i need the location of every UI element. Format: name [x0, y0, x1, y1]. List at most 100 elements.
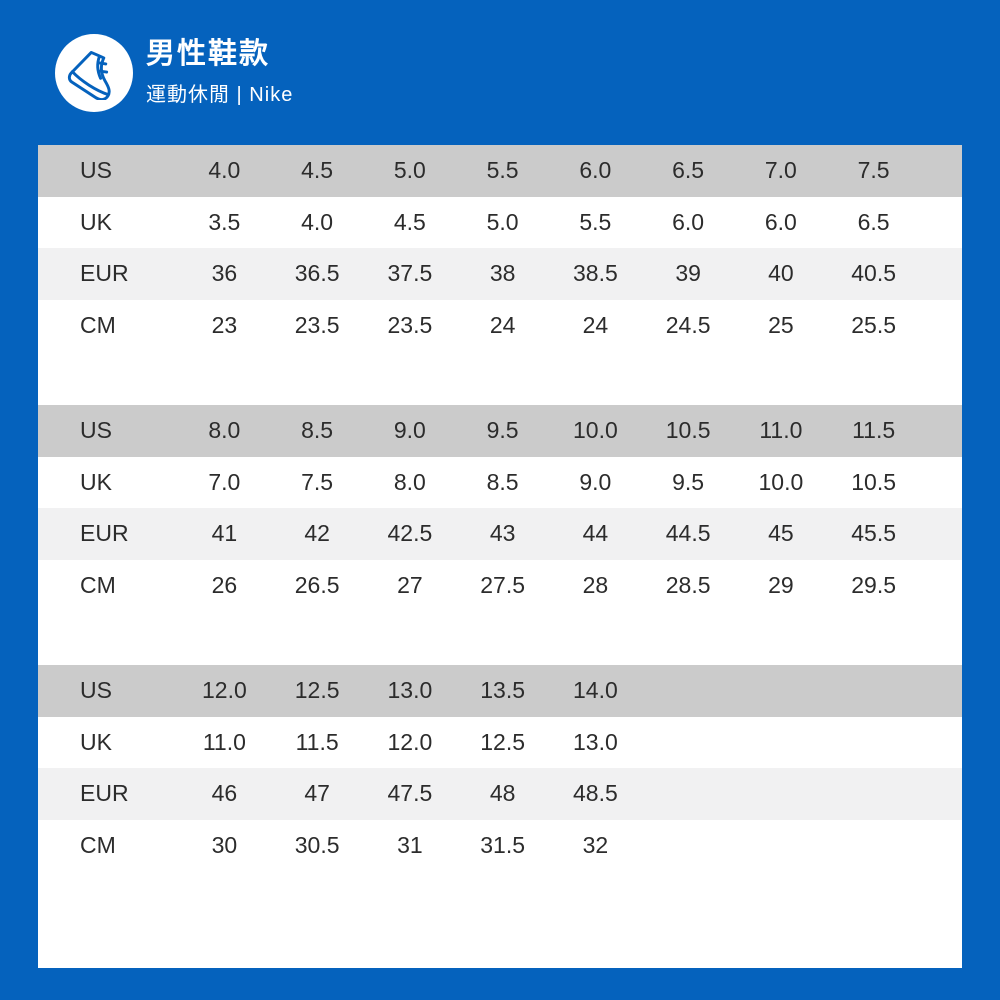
- row-label: US: [80, 417, 112, 444]
- row-spacer: [920, 197, 962, 249]
- size-row-us: US 12.0 12.5 13.0 13.5 14.0: [38, 665, 962, 717]
- row-label: UK: [80, 208, 112, 235]
- row-label: UK: [80, 728, 112, 755]
- size-value: [735, 665, 828, 717]
- size-value: 4.5: [301, 157, 334, 184]
- size-value: 9.0: [393, 417, 426, 444]
- size-value: [642, 717, 735, 769]
- size-value: 4.0: [208, 157, 241, 184]
- size-table-3: US 12.0 12.5 13.0 13.5 14.0 UK 11.0 11.5 12.0 12.5…: [38, 665, 962, 871]
- size-value: 47: [304, 780, 330, 807]
- size-value: 38: [489, 260, 516, 287]
- size-value: 23.5: [387, 311, 433, 338]
- size-value: 13.5: [480, 677, 525, 704]
- row-spacer: [920, 820, 962, 872]
- row-spacer: [920, 300, 962, 352]
- row-spacer: [920, 560, 962, 612]
- logo: [55, 33, 133, 112]
- size-value: 13.0: [572, 728, 618, 755]
- size-value: 44.5: [665, 520, 711, 547]
- size-value: 48: [489, 780, 516, 807]
- size-value: 4.5: [393, 208, 426, 235]
- size-value: 14.0: [572, 677, 618, 704]
- size-value: 27: [397, 571, 423, 598]
- size-value: 5.0: [393, 157, 426, 184]
- size-row-cm: CM 23 23.5 23.5 24 24 24.5 25 25.5: [38, 299, 962, 352]
- size-value: 6.5: [672, 157, 705, 184]
- size-value: 4.0: [301, 208, 334, 235]
- size-value: 10.5: [665, 417, 711, 444]
- size-value: 29.5: [851, 571, 896, 598]
- size-table-1: US 4.0 4.5 5.0 5.5 6.0 6.5 7.0 7.5 UK 3.5 4.0 4.5 5.0…: [38, 145, 962, 351]
- size-value: 9.0: [579, 468, 612, 495]
- size-value: 11.5: [295, 728, 339, 755]
- size-value: 12.0: [387, 728, 433, 755]
- size-value: 8.0: [208, 417, 241, 444]
- size-value: [642, 665, 735, 717]
- row-spacer: [920, 405, 962, 457]
- size-value: 12.0: [201, 677, 247, 704]
- row-label: CM: [80, 311, 116, 338]
- size-value: 41: [211, 520, 238, 547]
- size-value: 11.0: [759, 417, 803, 444]
- size-value: 13.0: [387, 677, 433, 704]
- size-row-eur: EUR 46 47 47.5 48 48.5: [38, 768, 962, 820]
- size-value: [642, 768, 735, 820]
- size-value: 37.5: [387, 260, 433, 287]
- row-spacer: [920, 508, 962, 560]
- page-title: 男性鞋款: [146, 38, 271, 71]
- size-value: [827, 665, 920, 717]
- size-value: 6.5: [857, 208, 890, 235]
- size-row-us: US 4.0 4.5 5.0 5.5 6.0 6.5 7.0 7.5: [38, 145, 962, 197]
- row-spacer: [920, 145, 962, 197]
- size-value: [735, 768, 828, 820]
- size-value: 5.5: [579, 208, 612, 235]
- size-value: 10.0: [572, 417, 618, 444]
- header: 男性鞋款 運動休閒 | Nike: [38, 0, 962, 145]
- row-label: EUR: [80, 260, 129, 287]
- row-label: UK: [80, 468, 112, 495]
- size-value: 11.5: [852, 417, 896, 444]
- size-value: 10.5: [851, 468, 896, 495]
- size-table-2: US 8.0 8.5 9.0 9.5 10.0 10.5 11.0 11.5 UK 7.0 7.5 8.…: [38, 405, 962, 611]
- size-value: 24: [582, 311, 609, 338]
- size-value: 24: [489, 311, 516, 338]
- row-label: EUR: [80, 520, 129, 547]
- size-value: 30.5: [294, 831, 340, 858]
- size-value: 28.5: [665, 571, 711, 598]
- size-value: 42.5: [387, 520, 433, 547]
- size-value: [642, 820, 735, 872]
- row-spacer: [920, 717, 962, 769]
- size-row-us: US 8.0 8.5 9.0 9.5 10.0 10.5 11.0 11.5: [38, 405, 962, 457]
- size-value: 48.5: [572, 780, 618, 807]
- size-value: 12.5: [480, 728, 525, 755]
- size-value: 12.5: [294, 677, 340, 704]
- size-value: 47.5: [387, 780, 433, 807]
- size-value: 46: [211, 780, 238, 807]
- size-value: 10.0: [758, 468, 804, 495]
- size-value: 45: [768, 520, 794, 547]
- size-value: 31.5: [480, 831, 525, 858]
- row-spacer: [920, 768, 962, 820]
- size-value: 30: [211, 831, 238, 858]
- size-value: 5.5: [486, 157, 519, 184]
- size-row-uk: UK 11.0 11.5 12.0 12.5 13.0: [38, 716, 962, 769]
- size-value: [827, 820, 920, 872]
- size-value: 32: [582, 831, 609, 858]
- content-panel: US 4.0 4.5 5.0 5.5 6.0 6.5 7.0 7.5 UK 3.5 4.0 4.5 5.0…: [38, 145, 962, 968]
- size-value: 36.5: [294, 260, 340, 287]
- size-row-eur: EUR 41 42 42.5 43 44 44.5 45 45.5: [38, 508, 962, 560]
- row-label: US: [80, 157, 112, 184]
- row-label: EUR: [80, 780, 129, 807]
- size-value: 11.0: [202, 728, 246, 755]
- size-value: 26: [211, 571, 238, 598]
- size-value: 31: [397, 831, 423, 858]
- size-value: 26.5: [294, 571, 340, 598]
- size-value: 6.0: [672, 208, 705, 235]
- size-value: 25: [768, 311, 794, 338]
- row-spacer: [920, 457, 962, 509]
- size-row-eur: EUR 36 36.5 37.5 38 38.5 39 40 40.5: [38, 248, 962, 300]
- row-label: US: [80, 677, 112, 704]
- row-spacer: [920, 248, 962, 300]
